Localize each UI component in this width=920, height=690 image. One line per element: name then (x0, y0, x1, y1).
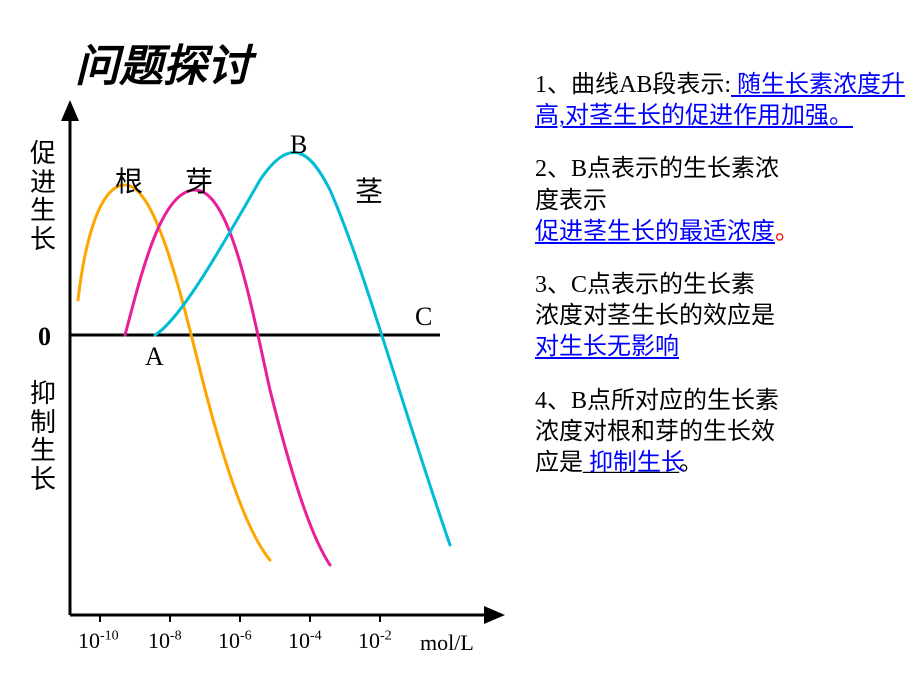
q1-prompt: 1、曲线AB段表示: (535, 72, 731, 98)
point-label-b: B (290, 130, 307, 160)
question-1: 1、曲线AB段表示: 随生长素浓度升高,对茎生长的促进作用加强。 (535, 70, 905, 132)
y-axis-label-promote: 促进生长 (30, 140, 58, 254)
x-tick-label: 10-6 (218, 628, 252, 654)
axis-zero-label: 0 (38, 322, 51, 352)
question-2: 2、B点表示的生长素浓 度表示 促进茎生长的最适浓度。 (535, 154, 905, 248)
x-tick-label: 10-8 (148, 628, 182, 654)
y-axis-label-inhibit: 抑制生长 (30, 380, 58, 494)
question-panel: 1、曲线AB段表示: 随生长素浓度升高,对茎生长的促进作用加强。 2、B点表示的… (535, 70, 905, 501)
q2-prompt-l1: 2、B点表示的生长素浓 (535, 154, 905, 185)
point-label-c: C (415, 302, 432, 332)
q3-answer: 对生长无影响 (535, 334, 679, 360)
question-3: 3、C点表示的生长素 浓度对茎生长的效应是 对生长无影响 (535, 270, 905, 364)
auxin-chart (0, 0, 520, 690)
q2-prompt-l2: 度表示 (535, 186, 905, 217)
x-tick-label: 10-10 (78, 628, 119, 654)
curve-label-root: 根 (115, 160, 143, 200)
q4-prompt-l1: 4、B点所对应的生长素 (535, 386, 905, 417)
curve-label-bud: 芽 (185, 160, 213, 200)
x-tick-label: 10-2 (358, 628, 392, 654)
q3-prompt-l2: 浓度对茎生长的效应是 (535, 301, 905, 332)
red-period-icon: 。 (775, 219, 799, 245)
q2-answer: 促进茎生长的最适浓度 (535, 219, 775, 245)
point-label-a: A (145, 342, 164, 372)
q4-prompt-l2: 浓度对根和芽的生长效 (535, 417, 905, 448)
q4-answer: 抑制生长 (589, 448, 685, 479)
q3-prompt-l1: 3、C点表示的生长素 (535, 270, 905, 301)
x-axis-unit: mol/L (420, 630, 474, 656)
question-4: 4、B点所对应的生长素 浓度对根和芽的生长效 应是________抑制生长。 (535, 386, 905, 480)
x-tick-label: 10-4 (288, 628, 322, 654)
curve-label-stem: 茎 (355, 170, 383, 210)
